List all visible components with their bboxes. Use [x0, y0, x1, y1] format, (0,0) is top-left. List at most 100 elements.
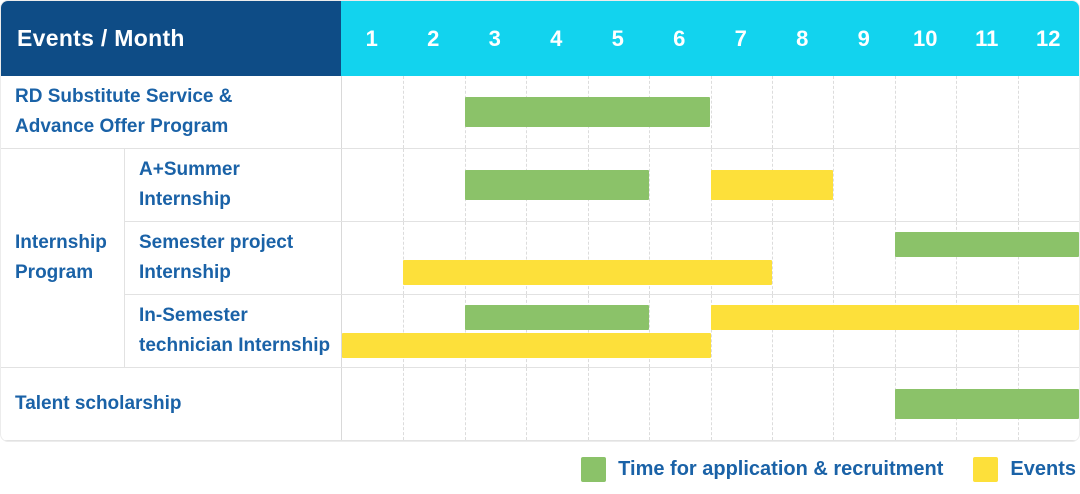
month-gridline	[464, 295, 466, 367]
month-gridline	[403, 149, 405, 221]
month-gridline	[956, 76, 958, 148]
gantt-bar-green	[894, 389, 1079, 419]
row-label: A+Summer Internship	[125, 149, 341, 221]
table-row-group: Internship Program A+Summer Internship Semes…	[1, 149, 1079, 368]
gantt-lane	[342, 97, 1079, 127]
row-label: RD Substitute Service & Advance Offer Pro…	[1, 76, 341, 148]
green-swatch-icon	[581, 457, 607, 482]
label-line: Semester project	[139, 232, 294, 253]
month-header-cell: 4	[550, 25, 563, 51]
month-gridline	[894, 222, 896, 294]
row-label: Semester project Internship	[125, 222, 341, 294]
month-gridline	[649, 149, 651, 221]
gantt-bar-green	[464, 97, 711, 127]
month-gridline	[587, 295, 589, 367]
month-gridline	[894, 76, 896, 148]
month-header-strip: 1 2 3 4 5 6 7 8 9 10 11 12	[341, 1, 1079, 76]
month-gridline	[526, 295, 528, 367]
label-line: In-Semester	[139, 305, 248, 326]
label-line: Advance Offer Program	[15, 116, 229, 137]
table-header-title: Events / Month	[1, 1, 341, 76]
month-gridline	[464, 222, 466, 294]
gantt-chart-cell	[341, 149, 1079, 221]
month-gridline	[464, 368, 466, 440]
month-gridline	[649, 368, 651, 440]
month-header-cell: 1	[365, 25, 378, 51]
gantt-chart-cell	[341, 222, 1079, 294]
month-gridline	[1017, 295, 1019, 367]
month-gridline	[710, 368, 712, 440]
gantt-chart-cell	[341, 295, 1079, 367]
month-gridline	[649, 222, 651, 294]
month-gridline	[1017, 149, 1019, 221]
table-row: A+Summer Internship	[125, 149, 1079, 222]
month-gridline	[710, 76, 712, 148]
month-gridline	[710, 222, 712, 294]
month-gridline	[833, 222, 835, 294]
month-gridline	[771, 368, 773, 440]
gantt-lane	[342, 259, 1079, 285]
row-label: Talent scholarship	[1, 368, 341, 440]
month-gridline	[710, 295, 712, 367]
yellow-swatch-icon	[973, 457, 999, 482]
gantt-bar-yellow	[710, 304, 1079, 330]
gantt-lane	[342, 231, 1079, 257]
events-month-table: Events / Month 1 2 3 4 5 6 7 8 9 10 11 12 RD Substi…	[0, 0, 1080, 442]
table-header-row: Events / Month 1 2 3 4 5 6 7 8 9 10 11 12	[1, 1, 1079, 76]
month-gridline	[771, 295, 773, 367]
month-gridline	[956, 222, 958, 294]
month-header-cell: 8	[796, 25, 809, 51]
table-row: In-Semester technician Internship	[125, 295, 1079, 367]
label-line: Internship	[139, 262, 231, 283]
month-gridline	[1017, 222, 1019, 294]
month-gridline	[894, 149, 896, 221]
month-gridline	[587, 368, 589, 440]
gantt-bar-green	[464, 304, 650, 330]
month-header-cell: 12	[1036, 25, 1061, 51]
legend-label: Events	[1010, 458, 1076, 480]
table-row: Semester project Internship	[125, 222, 1079, 295]
month-header-cell: 5	[611, 25, 624, 51]
gantt-bar-green	[894, 231, 1079, 257]
gantt-lane	[342, 332, 1079, 358]
label-line: Internship	[139, 189, 231, 210]
month-header-cell: 9	[857, 25, 870, 51]
gantt-bar-yellow	[710, 170, 834, 200]
label-line: A+Summer	[139, 159, 240, 180]
legend-label: Time for application & recruitment	[618, 458, 944, 480]
gantt-lane	[342, 389, 1079, 419]
gantt-lane	[342, 304, 1079, 330]
month-gridline	[587, 222, 589, 294]
month-gridline	[833, 368, 835, 440]
month-header-cell: 7	[734, 25, 747, 51]
legend-item-application: Time for application & recruitment	[581, 457, 943, 482]
month-gridline	[833, 149, 835, 221]
label-line: RD Substitute Service &	[15, 86, 233, 107]
month-gridline	[771, 222, 773, 294]
group-subrows: A+Summer Internship Semester project Intern…	[125, 149, 1079, 367]
label-line: technician Internship	[139, 335, 331, 356]
month-gridline	[526, 368, 528, 440]
month-gridline	[649, 295, 651, 367]
month-gridline	[833, 76, 835, 148]
row-label: In-Semester technician Internship	[125, 295, 341, 367]
label-line: Program	[15, 262, 94, 283]
table-row: Talent scholarship	[1, 368, 1079, 441]
month-gridline	[403, 76, 405, 148]
label-line: Talent scholarship	[15, 393, 182, 414]
month-header-cell: 2	[427, 25, 440, 51]
legend: Time for application & recruitment Event…	[0, 457, 1080, 482]
gantt-chart-cell	[341, 76, 1079, 148]
month-header-cell: 10	[913, 25, 938, 51]
gantt-lane	[342, 170, 1079, 200]
month-gridline	[833, 295, 835, 367]
gantt-bar-yellow	[342, 332, 711, 358]
group-label: Internship Program	[1, 149, 125, 367]
month-header-cell: 6	[673, 25, 686, 51]
month-gridline	[956, 295, 958, 367]
legend-item-events: Events	[973, 457, 1076, 482]
month-gridline	[403, 222, 405, 294]
month-gridline	[956, 149, 958, 221]
month-header-cell: 3	[488, 25, 501, 51]
